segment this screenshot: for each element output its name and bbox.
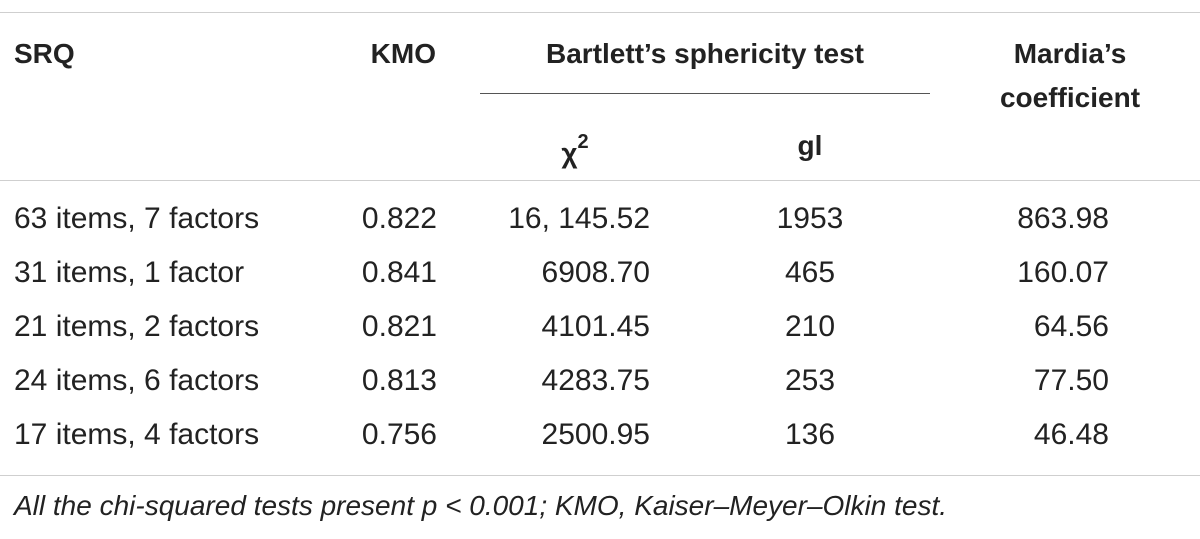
cell-gl: 136 [784,418,836,451]
header-kmo: KMO [370,38,436,69]
cell-kmo: 0.841 [361,256,437,289]
chi-symbol: χ [561,137,578,169]
cell-kmo: 0.821 [361,310,437,343]
cell-gl: 210 [784,310,836,343]
bottom-rule [0,475,1200,476]
cell-kmo: 0.756 [361,418,437,451]
cell-chi: 2500.95 [541,418,650,451]
header-bottom-rule [0,180,1200,181]
header-bartlett: Bartlett’s sphericity test [546,38,864,69]
cell-mardia: 77.50 [1033,364,1109,397]
header-srq: SRQ [14,38,75,69]
cell-chi: 6908.70 [541,256,650,289]
chi-exponent: 2 [577,131,589,153]
cell-mardia: 863.98 [1017,202,1109,235]
table-footnote: All the chi-squared tests present p < 0.… [14,490,947,521]
header-mardia-line1: Mardia’s [1013,38,1127,69]
cell-srq: 17 items, 4 factors [14,418,260,451]
header-chi-squared: χ2 [480,128,670,171]
top-rule [0,12,1200,13]
cell-gl: 1953 [776,202,844,235]
cell-chi: 16, 145.52 [508,202,650,235]
cell-chi: 4101.45 [541,310,650,343]
cell-chi: 4283.75 [541,364,650,397]
cell-gl: 465 [784,256,836,289]
cell-mardia: 46.48 [1033,418,1109,451]
header-gl: gl [797,130,823,161]
cell-srq: 21 items, 2 factors [14,310,260,343]
cell-mardia: 160.07 [1017,256,1109,289]
cell-mardia: 64.56 [1033,310,1109,343]
cell-srq: 24 items, 6 factors [14,364,260,397]
header-mardia-line2: coefficient [999,82,1141,113]
cell-srq: 63 items, 7 factors [14,202,260,235]
bartlett-subrule [480,93,930,94]
cell-kmo: 0.813 [361,364,437,397]
cell-gl: 253 [784,364,836,397]
cell-kmo: 0.822 [361,202,437,235]
cell-srq: 31 items, 1 factor [14,256,245,289]
